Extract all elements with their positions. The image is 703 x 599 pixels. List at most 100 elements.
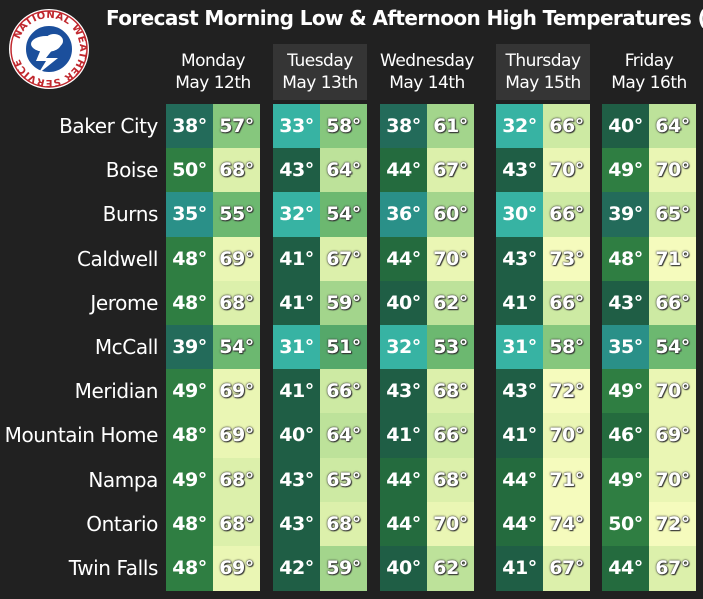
low-temp-cell: 38° — [166, 104, 213, 149]
day-name: Wednesday — [380, 51, 474, 71]
low-temp-cell: 35° — [166, 192, 213, 238]
city-label: Ontario — [86, 511, 158, 536]
high-temp-cell: 71° — [649, 236, 696, 282]
high-temp-cell: 58° — [543, 325, 590, 370]
low-temp-cell: 42° — [273, 546, 320, 591]
low-temp-cell: 32° — [380, 325, 427, 370]
high-temp-cell: 64° — [320, 413, 367, 459]
day-date: May 14th — [389, 73, 465, 93]
high-temp-cell: 66° — [427, 413, 474, 459]
low-temp-cell: 44° — [380, 148, 427, 193]
high-temp-cell: 69° — [213, 546, 260, 591]
high-temp-cell: 68° — [320, 501, 367, 547]
high-temp-cell: 69° — [649, 413, 696, 459]
high-temp-cell: 57° — [213, 104, 260, 149]
city-label: McCall — [94, 335, 159, 359]
high-temp-cell: 67° — [320, 236, 367, 282]
high-temp-cell: 59° — [320, 546, 367, 591]
low-temp-cell: 35° — [602, 325, 649, 370]
high-temp-cell: 53° — [427, 325, 474, 370]
high-temp-cell: 62° — [427, 546, 474, 591]
low-temp-cell: 44° — [496, 501, 543, 547]
low-temp-cell: 50° — [602, 501, 649, 547]
high-temp-cell: 67° — [543, 546, 590, 591]
low-temp-cell: 43° — [273, 457, 320, 503]
high-temp-cell: 70° — [649, 148, 696, 193]
low-temp-cell: 48° — [166, 546, 213, 591]
high-temp-cell: 66° — [543, 104, 590, 149]
high-temp-cell: 54° — [649, 325, 696, 370]
low-temp-cell: 44° — [380, 236, 427, 282]
high-temp-cell: 69° — [213, 413, 260, 459]
day-name: Tuesday — [287, 51, 353, 71]
city-label: Caldwell — [76, 246, 158, 271]
low-temp-cell: 43° — [496, 148, 543, 193]
day-header: Wednesday May 14th — [380, 44, 474, 100]
low-temp-cell: 43° — [273, 501, 320, 547]
low-temp-cell: 41° — [273, 369, 320, 414]
high-temp-cell: 60° — [427, 192, 474, 238]
high-temp-cell: 72° — [649, 501, 696, 547]
low-temp-cell: 32° — [273, 192, 320, 238]
low-temp-cell: 49° — [166, 369, 213, 414]
high-temp-cell: 70° — [543, 148, 590, 193]
high-temp-cell: 68° — [213, 280, 260, 326]
low-temp-cell: 44° — [380, 457, 427, 503]
city-label: Meridian — [74, 379, 159, 404]
high-temp-cell: 70° — [649, 369, 696, 414]
low-temp-cell: 50° — [166, 148, 213, 193]
low-temp-cell: 48° — [166, 280, 213, 326]
high-temp-cell: 67° — [649, 546, 696, 591]
low-temp-cell: 49° — [602, 369, 649, 414]
city-label: Jerome — [90, 290, 158, 315]
high-temp-cell: 70° — [427, 501, 474, 547]
nws-logo-icon: NATIONAL WEATHER SERVICE — [9, 9, 89, 89]
low-temp-cell: 41° — [496, 413, 543, 459]
high-temp-cell: 55° — [213, 192, 260, 238]
high-temp-cell: 64° — [649, 104, 696, 149]
low-temp-cell: 41° — [380, 413, 427, 459]
low-temp-cell: 31° — [273, 325, 320, 370]
low-temp-cell: 44° — [602, 546, 649, 591]
low-temp-cell: 48° — [166, 501, 213, 547]
low-temp-cell: 43° — [273, 148, 320, 193]
low-temp-cell: 49° — [602, 457, 649, 503]
low-temp-cell: 40° — [602, 104, 649, 149]
high-temp-cell: 69° — [213, 236, 260, 282]
day-header: Thursday May 15th — [496, 44, 590, 100]
high-temp-cell: 54° — [320, 192, 367, 238]
low-temp-cell: 43° — [496, 369, 543, 414]
city-label: Baker City — [59, 114, 158, 138]
high-temp-cell: 72° — [543, 369, 590, 414]
page-title: Forecast Morning Low & Afternoon High Te… — [106, 6, 703, 30]
day-name: Thursday — [505, 51, 581, 71]
day-date: May 12th — [175, 73, 251, 93]
high-temp-cell: 66° — [649, 280, 696, 326]
high-temp-cell: 68° — [427, 369, 474, 414]
low-temp-cell: 48° — [166, 413, 213, 459]
city-label: Nampa — [88, 467, 158, 492]
city-label: Twin Falls — [68, 556, 159, 580]
low-temp-cell: 31° — [496, 325, 543, 370]
low-temp-cell: 39° — [166, 325, 213, 370]
high-temp-cell: 62° — [427, 280, 474, 326]
day-name: Monday — [180, 51, 246, 71]
low-temp-cell: 40° — [380, 280, 427, 326]
low-temp-cell: 44° — [496, 457, 543, 503]
low-temp-cell: 43° — [496, 236, 543, 282]
low-temp-cell: 41° — [273, 280, 320, 326]
day-header: Friday May 16th — [602, 44, 696, 100]
high-temp-cell: 51° — [320, 325, 367, 370]
high-temp-cell: 74° — [543, 501, 590, 547]
low-temp-cell: 38° — [380, 104, 427, 149]
high-temp-cell: 68° — [427, 457, 474, 503]
low-temp-cell: 41° — [273, 236, 320, 282]
low-temp-cell: 49° — [166, 457, 213, 503]
low-temp-cell: 46° — [602, 413, 649, 459]
low-temp-cell: 48° — [602, 236, 649, 282]
low-temp-cell: 44° — [380, 501, 427, 547]
high-temp-cell: 68° — [213, 457, 260, 503]
low-temp-cell: 40° — [273, 413, 320, 459]
low-temp-cell: 48° — [166, 236, 213, 282]
high-temp-cell: 66° — [320, 369, 367, 414]
